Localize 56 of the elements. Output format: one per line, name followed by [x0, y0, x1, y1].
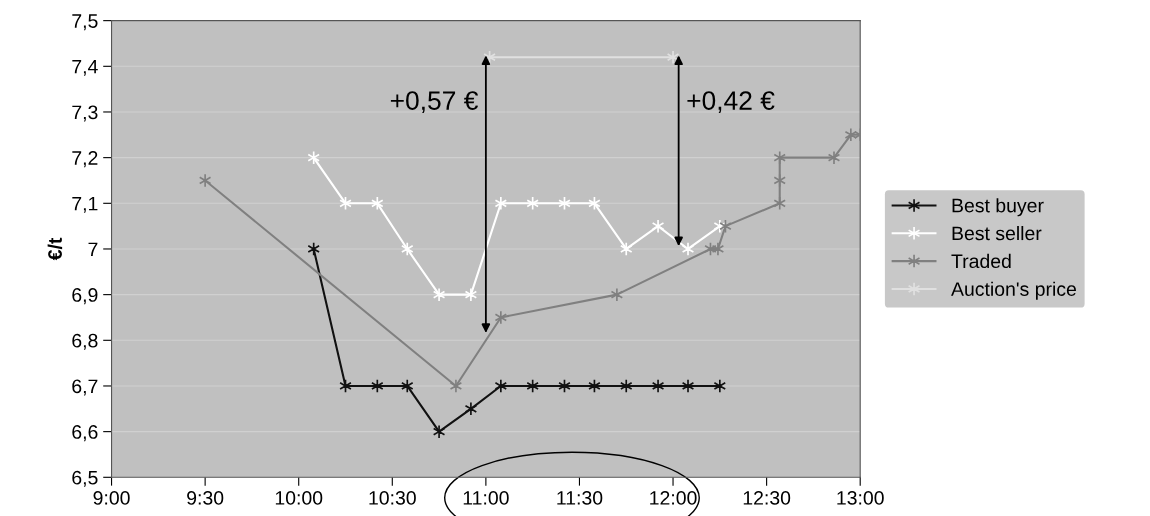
y-tick-label: 6,5 [72, 470, 98, 487]
point [494, 196, 508, 211]
y-axis-title: €/t [47, 237, 63, 261]
point [464, 401, 478, 416]
point [432, 287, 446, 302]
point [681, 241, 695, 257]
y-tick-label: 6,7 [72, 379, 98, 396]
point [773, 196, 786, 211]
y-tick-label: 7 [88, 242, 98, 257]
point [494, 378, 508, 394]
y-tick-label: 7,3 [72, 105, 98, 122]
x-tick-label: 12:00 [650, 491, 697, 505]
x-tick-label: 9:00 [93, 491, 130, 505]
y-tick-label: 6,8 [72, 333, 98, 350]
point [307, 241, 320, 257]
point [713, 378, 727, 394]
point [494, 310, 508, 325]
annotation: +0,57 € [390, 91, 479, 114]
point [666, 50, 680, 65]
legend-label: Traded [951, 253, 1011, 269]
x-tick-label: 13:00 [837, 491, 884, 505]
y-tick-label: 7,1 [72, 196, 98, 213]
annotation: +0,42 € [687, 91, 775, 114]
point [307, 150, 320, 165]
legend-label: Auction's price [951, 281, 1076, 300]
y-tick-label: 7,4 [72, 59, 98, 76]
x-tick-label: 12:30 [743, 491, 791, 505]
y-tick-label: 7,2 [72, 151, 98, 168]
point [619, 378, 633, 394]
x-tick-label: 10:30 [369, 491, 416, 505]
point [681, 378, 695, 394]
x-tick-label: 11:00 [463, 491, 509, 505]
point [464, 287, 478, 302]
x-tick-label: 11:30 [557, 491, 603, 505]
y-tick-label: 6,6 [72, 425, 98, 442]
point [610, 287, 624, 302]
point [198, 173, 212, 188]
point [401, 378, 414, 394]
point [371, 378, 384, 394]
point [432, 424, 446, 439]
point [371, 196, 384, 211]
point [711, 241, 725, 257]
point [619, 241, 633, 257]
point [773, 150, 786, 165]
point [827, 150, 841, 165]
legend-label: Best seller [952, 225, 1042, 241]
point [651, 219, 665, 234]
point [401, 241, 414, 257]
x-tick-label: 9:30 [187, 491, 224, 505]
point [651, 378, 665, 394]
point [773, 173, 786, 188]
y-tick-label: 7,5 [72, 14, 98, 31]
point [449, 378, 463, 394]
x-tick-label: 10:00 [275, 491, 323, 505]
y-tick-label: 6,9 [72, 288, 98, 305]
legend-label: Best buyer [952, 198, 1044, 217]
